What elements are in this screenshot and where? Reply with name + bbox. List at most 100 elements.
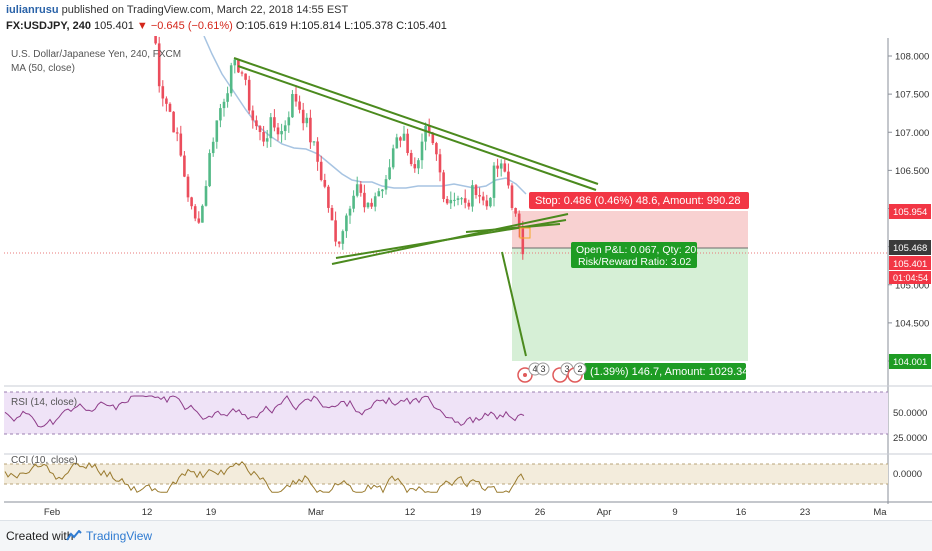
candle-body[interactable]	[301, 109, 305, 124]
candle-body[interactable]	[381, 189, 384, 192]
candle-body[interactable]	[175, 132, 179, 134]
candle-body[interactable]	[363, 192, 366, 208]
candle-body[interactable]	[438, 154, 442, 173]
candle-body[interactable]	[294, 94, 298, 102]
candle-body[interactable]	[247, 79, 251, 111]
candle-body[interactable]	[478, 195, 481, 197]
candle-body[interactable]	[319, 161, 323, 180]
candle-body[interactable]	[467, 202, 471, 207]
candle-body[interactable]	[244, 73, 247, 80]
candle-body[interactable]	[265, 138, 269, 142]
candle-body[interactable]	[359, 184, 363, 193]
candle-body[interactable]	[449, 199, 453, 204]
candle-body[interactable]	[463, 198, 467, 203]
candle-body[interactable]	[352, 195, 355, 209]
candle-body[interactable]	[391, 148, 395, 168]
event-badge-2[interactable]: 3	[540, 364, 545, 374]
event-badge-3[interactable]: 3	[564, 364, 569, 374]
candle-body[interactable]	[327, 186, 330, 208]
candle-body[interactable]	[427, 125, 431, 133]
candle-body[interactable]	[370, 202, 373, 207]
candle-body[interactable]	[460, 198, 463, 200]
candle-body[interactable]	[211, 141, 215, 154]
candle-body[interactable]	[521, 228, 525, 255]
candlestick-series[interactable]	[154, 36, 525, 260]
trendlines[interactable]	[233, 57, 599, 357]
position-labels[interactable]: Stop: 0.486 (0.46%) 48.6, Amount: 990.28…	[529, 192, 749, 380]
candle-body[interactable]	[507, 171, 510, 186]
event-badges[interactable]: 4 3 3 2	[517, 362, 587, 383]
candle-body[interactable]	[197, 218, 201, 223]
candle-body[interactable]	[517, 213, 521, 229]
candle-body[interactable]	[435, 143, 438, 155]
candle-body[interactable]	[348, 208, 352, 216]
candle-body[interactable]	[229, 65, 233, 94]
candle-body[interactable]	[316, 141, 319, 162]
candle-body[interactable]	[323, 179, 327, 187]
price-chart[interactable]: U.S. Dollar/Japanese Yen, 240, FXCM MA (…	[0, 36, 932, 520]
candle-body[interactable]	[510, 185, 514, 209]
candle-body[interactable]	[255, 120, 258, 127]
candle-body[interactable]	[204, 186, 208, 206]
candle-body[interactable]	[366, 202, 370, 208]
candle-body[interactable]	[208, 153, 211, 187]
tradingview-brand-link[interactable]: TradingView	[86, 529, 153, 543]
candle-body[interactable]	[471, 185, 474, 207]
event-badge-4[interactable]: 2	[577, 364, 582, 374]
candle-body[interactable]	[226, 93, 229, 102]
candle-body[interactable]	[489, 197, 492, 207]
candle-body[interactable]	[417, 160, 420, 169]
candle-body[interactable]	[492, 165, 496, 198]
candle-body[interactable]	[409, 152, 413, 165]
candle-body[interactable]	[377, 191, 381, 197]
candle-body[interactable]	[165, 98, 168, 104]
candle-body[interactable]	[345, 215, 348, 232]
candle-body[interactable]	[334, 220, 337, 242]
candle-body[interactable]	[291, 94, 294, 118]
projection-line[interactable]	[501, 251, 527, 357]
candle-body[interactable]	[269, 117, 273, 139]
candle-body[interactable]	[384, 179, 388, 190]
candle-body[interactable]	[193, 206, 197, 219]
candle-body[interactable]	[251, 110, 255, 121]
candle-body[interactable]	[179, 133, 183, 156]
candle-body[interactable]	[161, 86, 165, 99]
entry-marker[interactable]	[519, 227, 531, 239]
candle-body[interactable]	[276, 127, 280, 135]
candle-body[interactable]	[330, 207, 334, 221]
candle-body[interactable]	[406, 133, 409, 153]
candle-body[interactable]	[442, 172, 445, 199]
candle-body[interactable]	[474, 185, 478, 196]
candle-body[interactable]	[337, 241, 341, 244]
candle-body[interactable]	[262, 132, 265, 142]
candle-body[interactable]	[168, 103, 172, 112]
time-axis[interactable]: Feb 12 19 Mar 12 19 26 Apr 9 16 23 Ma	[44, 507, 887, 518]
candle-body[interactable]	[399, 137, 402, 141]
candle-body[interactable]	[186, 176, 190, 198]
candle-body[interactable]	[287, 117, 291, 126]
upper-trendline-1[interactable]	[233, 57, 599, 185]
candle-body[interactable]	[309, 117, 312, 143]
candle-body[interactable]	[190, 197, 193, 207]
candle-body[interactable]	[273, 117, 276, 128]
candle-body[interactable]	[413, 164, 417, 169]
upper-trendline-2[interactable]	[237, 65, 597, 191]
candle-body[interactable]	[157, 43, 161, 87]
candle-body[interactable]	[172, 111, 175, 133]
candle-body[interactable]	[305, 117, 309, 124]
candle-body[interactable]	[183, 155, 186, 177]
candle-body[interactable]	[402, 133, 406, 141]
candle-body[interactable]	[240, 72, 244, 74]
candle-body[interactable]	[499, 163, 503, 169]
candle-body[interactable]	[355, 184, 359, 196]
candle-body[interactable]	[503, 163, 507, 172]
candle-body[interactable]	[215, 120, 219, 142]
candle-body[interactable]	[481, 196, 485, 201]
candle-body[interactable]	[219, 108, 222, 121]
candle-body[interactable]	[485, 200, 489, 207]
candle-body[interactable]	[341, 231, 345, 244]
candle-body[interactable]	[514, 208, 517, 214]
candle-body[interactable]	[298, 101, 301, 110]
author-name[interactable]: iulianrusu	[6, 4, 59, 16]
candle-body[interactable]	[445, 198, 449, 204]
